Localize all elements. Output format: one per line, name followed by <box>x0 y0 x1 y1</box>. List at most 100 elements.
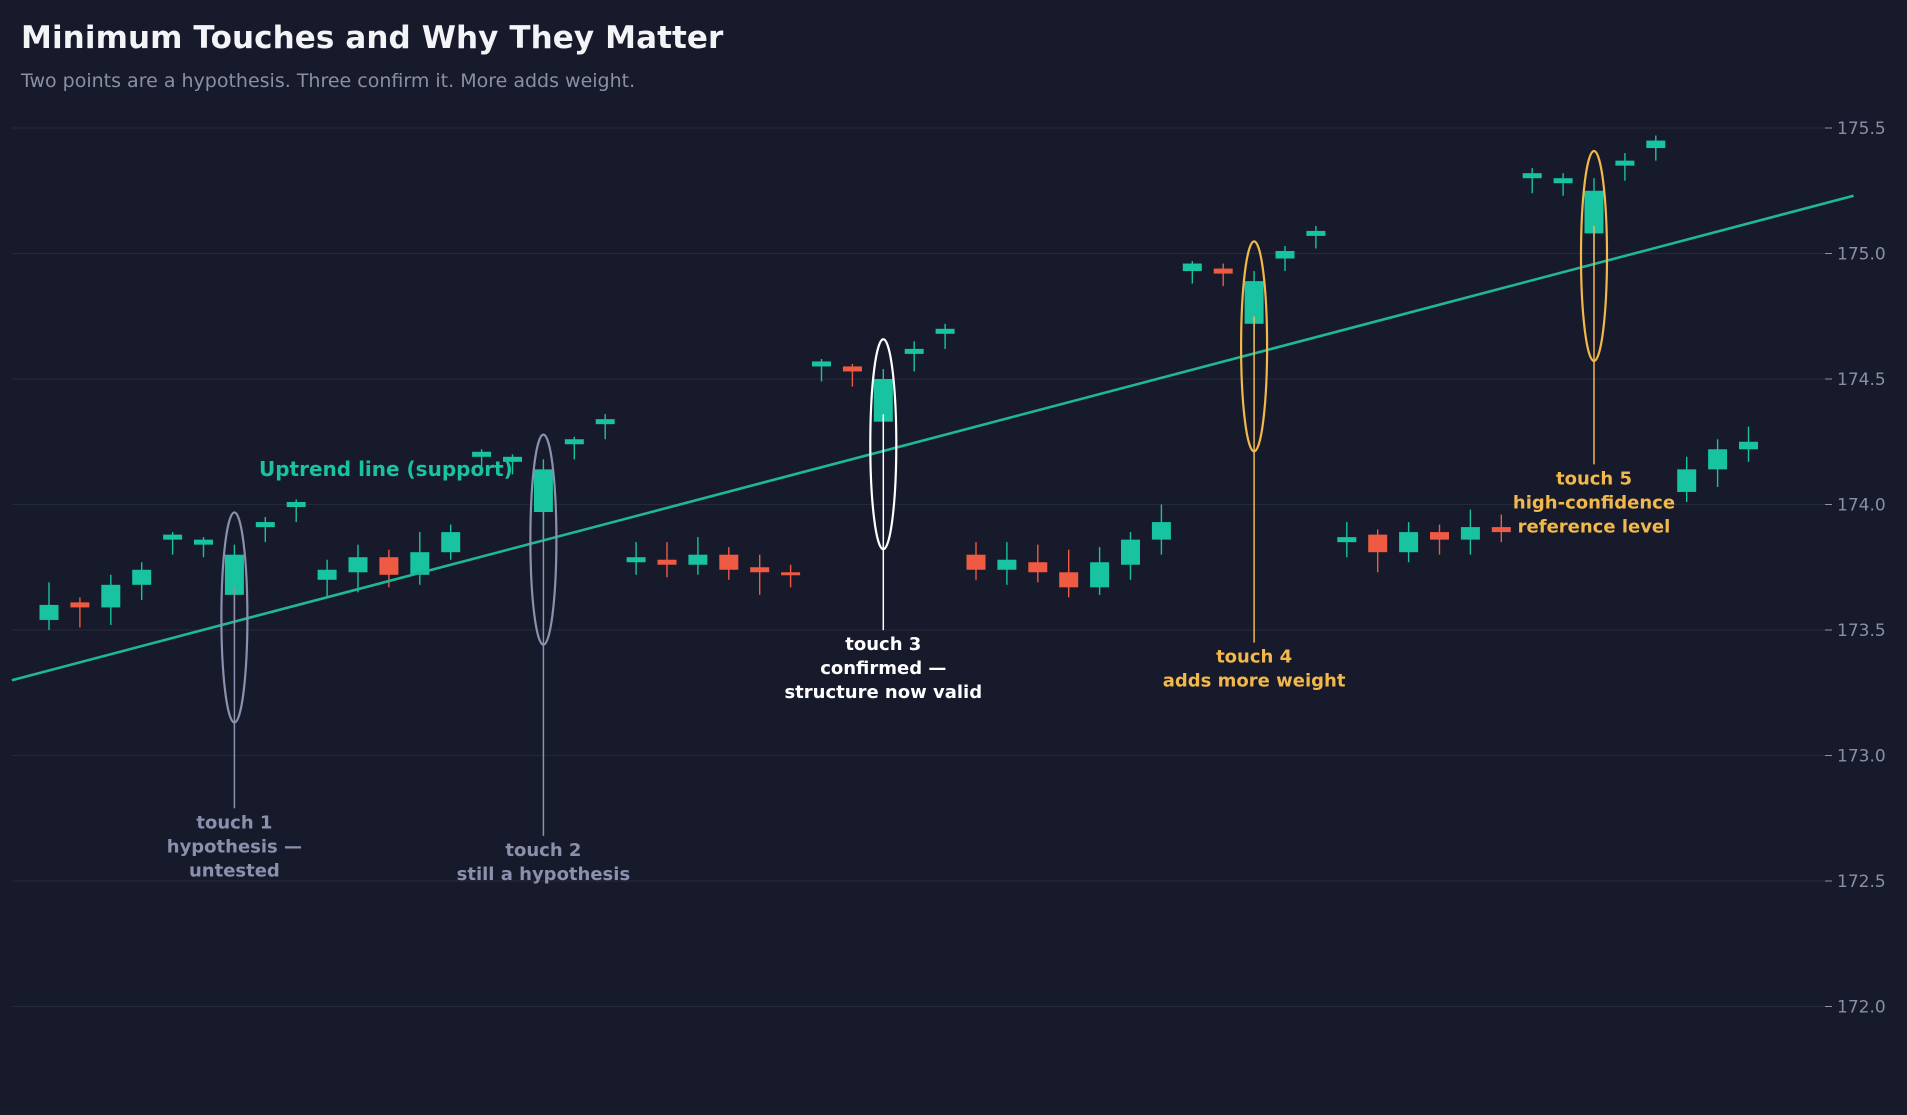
candle-body <box>657 559 677 565</box>
candle <box>132 562 152 600</box>
touch-annotation: touch 1 hypothesis — untested <box>167 511 302 881</box>
candle <box>1368 529 1388 573</box>
candle <box>1677 456 1697 502</box>
candle-body <box>564 439 584 445</box>
touch-label-line: touch 1 <box>196 812 272 833</box>
touch-label-line: high-confidence <box>1513 492 1675 513</box>
candle-body <box>1368 534 1388 553</box>
candle <box>1491 514 1511 543</box>
candle-body <box>966 554 986 570</box>
candle-body <box>688 554 708 565</box>
candle <box>1275 245 1295 272</box>
candle <box>781 564 801 588</box>
candle-body <box>1646 140 1666 149</box>
candle <box>317 559 337 598</box>
candle-body <box>1708 449 1728 470</box>
touch-annotation: touch 4 adds more weight <box>1163 240 1346 692</box>
candle-body <box>812 361 831 367</box>
candle <box>904 341 924 372</box>
candle <box>1708 439 1728 487</box>
candle <box>286 499 306 523</box>
touch-label-line: still a hypothesis <box>457 864 631 885</box>
y-tick-label: 172.0 <box>1837 998 1886 1018</box>
candle-body <box>1399 532 1419 553</box>
candle <box>935 323 955 349</box>
candle-body <box>1090 562 1110 588</box>
candle <box>70 597 90 628</box>
touch-label-line: adds more weight <box>1163 671 1346 692</box>
touch-label: touch 1 hypothesis — untested <box>167 812 302 881</box>
candle <box>1646 135 1666 161</box>
candle-body <box>997 559 1017 570</box>
candle <box>657 542 677 578</box>
candle-body <box>719 554 739 570</box>
candle-body <box>1275 250 1295 259</box>
y-tick-label: 175.5 <box>1837 119 1886 139</box>
candle <box>101 574 121 625</box>
candle <box>1337 522 1357 558</box>
candle <box>564 436 584 460</box>
candle <box>812 358 831 382</box>
candle <box>1430 524 1449 555</box>
candle <box>842 363 862 387</box>
candle-body <box>1491 527 1511 533</box>
candle <box>1399 522 1419 563</box>
candle-body <box>1460 527 1480 540</box>
touch-label-line: touch 5 <box>1556 468 1632 489</box>
candle-body <box>533 469 553 513</box>
candle-body <box>1553 178 1573 184</box>
touch-label-line: structure now valid <box>784 682 982 703</box>
candle <box>595 414 615 440</box>
touch-label-line: confirmed — <box>820 658 946 679</box>
touch-label: touch 5 high-confidence reference level <box>1513 468 1675 537</box>
touch-annotation: touch 3 confirmed — structure now valid <box>784 338 982 703</box>
candle-body <box>1213 268 1233 274</box>
candle-body <box>1615 160 1635 166</box>
candle <box>750 554 770 595</box>
candle <box>1182 261 1202 284</box>
candle-body <box>626 557 646 563</box>
candle-body <box>224 554 244 595</box>
candle <box>194 537 213 558</box>
candle <box>1553 173 1573 196</box>
candle-body <box>348 557 368 573</box>
candle-body <box>317 569 337 580</box>
trendline-label: Uptrend line (support) <box>259 457 513 481</box>
candle-body <box>379 557 399 575</box>
candle-body <box>441 532 461 553</box>
candle-body <box>781 572 801 576</box>
touch-label: touch 2 still a hypothesis <box>457 840 631 885</box>
candle <box>1460 509 1480 555</box>
y-tick-label: 172.5 <box>1837 872 1886 892</box>
candle-body <box>286 501 306 508</box>
candle-body <box>1306 230 1326 236</box>
candle <box>441 524 461 560</box>
candle <box>348 544 368 593</box>
candle-body <box>39 604 59 620</box>
touch-label-line: hypothesis — <box>167 836 302 857</box>
candle-body <box>904 348 924 354</box>
candle-body <box>472 451 492 457</box>
candle-body <box>1739 441 1758 450</box>
candle <box>626 542 646 575</box>
candle <box>410 532 430 585</box>
chart-subtitle: Two points are a hypothesis. Three confi… <box>21 70 636 92</box>
touch-annotation: touch 5 high-confidence reference level <box>1513 149 1675 537</box>
candle <box>255 517 275 543</box>
candle-body <box>935 328 955 334</box>
candle-body <box>1584 190 1604 234</box>
touch-label-line: touch 4 <box>1216 647 1292 668</box>
touch-label-line: reference level <box>1518 516 1671 537</box>
candle-body <box>101 584 121 608</box>
candle-body <box>1244 281 1264 324</box>
candle-body <box>1059 572 1079 588</box>
candle <box>1090 547 1110 595</box>
candle <box>688 537 708 575</box>
candle <box>719 547 739 580</box>
touch-label-line: untested <box>189 860 280 881</box>
candle <box>1739 426 1758 462</box>
candle-body <box>1182 263 1202 272</box>
candle <box>39 582 59 630</box>
